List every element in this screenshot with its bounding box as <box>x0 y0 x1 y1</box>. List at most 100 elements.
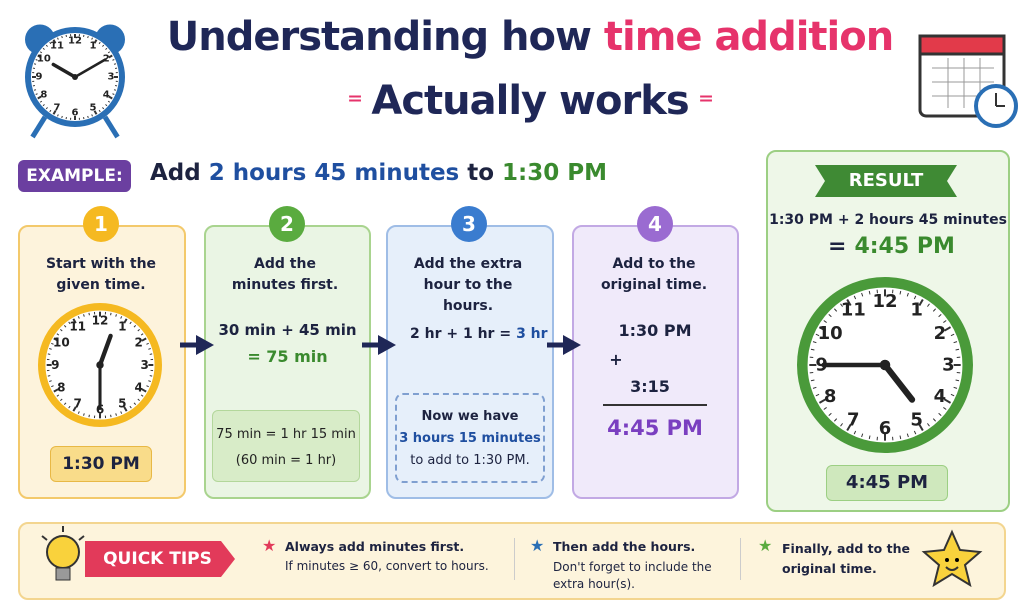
tick <box>61 115 63 119</box>
tick <box>91 114 93 117</box>
tick <box>56 333 60 336</box>
calc: 2 hr + 1 hr = 3 hr <box>410 326 548 342</box>
tick <box>846 423 852 432</box>
tick <box>938 313 942 318</box>
tick <box>140 394 144 397</box>
clock-number: 3 <box>942 355 955 376</box>
tick <box>108 95 113 100</box>
tick <box>950 333 955 337</box>
tick <box>45 107 48 110</box>
tick <box>146 385 149 388</box>
tick <box>42 47 45 50</box>
tick <box>943 326 952 332</box>
tips-banner <box>85 541 235 577</box>
step-text: Add the extra hour to the hours. <box>413 256 523 314</box>
tick <box>853 295 857 300</box>
tip-head: Always add minutes first. <box>285 539 465 554</box>
clock-number: 12 <box>872 291 897 312</box>
tick <box>129 321 132 325</box>
tick <box>938 412 942 417</box>
tick <box>51 342 54 345</box>
tick <box>110 414 112 418</box>
tick <box>72 318 77 324</box>
tick <box>47 375 51 377</box>
title-line2: ⁼ Actually works ⁼ <box>347 78 714 124</box>
time-badge: 1:30 PM <box>50 446 152 482</box>
tick <box>107 100 111 103</box>
example-badge: EXAMPLE: <box>18 160 131 192</box>
tick <box>955 348 960 351</box>
clock-number: 1 <box>910 300 923 321</box>
tick <box>60 328 63 332</box>
tick <box>133 402 137 405</box>
tick <box>68 405 71 409</box>
result-title: RESULT <box>848 170 924 191</box>
tick <box>52 39 57 44</box>
step-text: Add to the original time. <box>600 256 708 293</box>
tick <box>137 328 140 332</box>
clock-number: 1 <box>90 40 97 51</box>
tick <box>33 89 37 91</box>
result-answer: 4:45 PM <box>854 234 955 259</box>
clock-number: 9 <box>36 72 43 83</box>
arrows <box>180 335 581 355</box>
note-box <box>212 410 360 482</box>
star-icon: ★ <box>262 536 277 555</box>
tick <box>47 353 51 355</box>
calc-result: = 75 min <box>247 347 328 366</box>
tick <box>146 342 149 345</box>
divider <box>740 538 741 580</box>
tick <box>57 37 59 40</box>
tick <box>39 100 43 103</box>
tick <box>828 412 832 417</box>
tick <box>35 59 38 61</box>
equals: = <box>828 234 847 259</box>
tick <box>53 388 59 393</box>
clock-number: 5 <box>910 409 923 430</box>
tick <box>823 320 827 323</box>
tick <box>105 104 108 107</box>
line: 3:15 <box>630 377 670 396</box>
clock-number: 2 <box>934 323 947 344</box>
step-number: 3 <box>451 206 487 242</box>
tick <box>107 51 111 54</box>
tick <box>812 341 817 344</box>
tick <box>815 333 820 337</box>
tick <box>828 313 832 318</box>
clock-hand <box>97 333 113 368</box>
tick <box>51 385 54 388</box>
tick <box>955 379 960 382</box>
tick <box>72 406 77 412</box>
clock-number: 4 <box>103 90 110 101</box>
clock-number: 10 <box>818 323 843 344</box>
text: Add <box>150 160 201 186</box>
tick <box>861 433 864 438</box>
calendar-icon <box>918 34 1018 128</box>
tick <box>39 51 43 54</box>
example-text: Add 2 hours 45 minutes to 1:30 PM <box>150 160 607 186</box>
clock-number: 2 <box>134 336 142 350</box>
tick <box>810 348 815 351</box>
tick <box>77 316 80 319</box>
tick <box>88 414 90 418</box>
result-expression: 1:30 PM + 2 hours 45 minutes <box>769 212 1007 228</box>
clock-center <box>96 361 104 369</box>
tick <box>899 290 902 295</box>
leg <box>30 115 48 139</box>
tick <box>52 110 57 115</box>
divider <box>514 538 515 580</box>
tick <box>113 63 117 65</box>
clock-number: 7 <box>74 397 82 411</box>
tick <box>943 398 952 404</box>
calc-text: 2 hr + 1 hr = <box>410 326 512 342</box>
sum-result: 4:45 PM <box>607 416 703 440</box>
clock-number: 12 <box>68 36 82 47</box>
clock-number: 1 <box>118 319 126 333</box>
tick <box>823 407 827 410</box>
tick <box>98 41 101 45</box>
tick <box>49 41 52 45</box>
clock-number: 4 <box>934 386 947 407</box>
clock-number: 3 <box>140 358 148 372</box>
clock-number: 10 <box>37 54 51 65</box>
